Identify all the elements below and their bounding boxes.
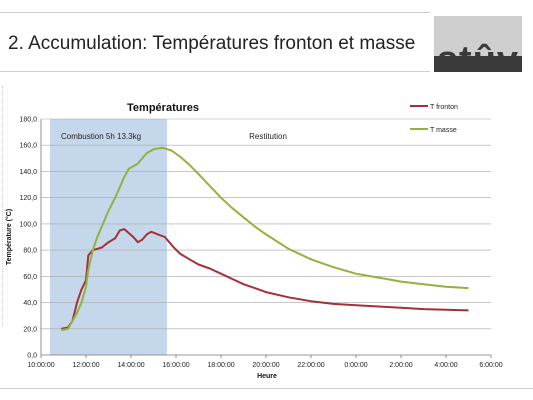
left-dotted-rule bbox=[2, 86, 3, 326]
y-tick-label: 180,0 bbox=[19, 117, 37, 124]
series-lines bbox=[61, 146, 469, 332]
series-line-t-masse bbox=[61, 146, 469, 332]
y-tick-labels: 0,0 20,0 40,0 60,0 80,0 100,0 120,0 140,0 160,0 1… bbox=[19, 117, 37, 360]
top-rule bbox=[0, 12, 430, 13]
slide-title: 2. Accumulation: Températures fronton et… bbox=[8, 33, 416, 54]
x-tick-label: 4:00:00 bbox=[434, 362, 457, 369]
y-tick-label: 60,0 bbox=[23, 274, 37, 281]
combustion-label: Combustion 5h 13.3kg bbox=[61, 132, 141, 141]
gridlines bbox=[41, 118, 491, 330]
x-tick-label: 22:00:00 bbox=[297, 362, 324, 369]
x-tick-label: 6:00:00 bbox=[479, 362, 502, 369]
y-axis-label: Température (°C) bbox=[5, 209, 13, 265]
x-tick-label: 12:00:00 bbox=[72, 362, 99, 369]
legend: T fronton T masse bbox=[410, 104, 458, 134]
restitution-label: Restitution bbox=[249, 132, 287, 141]
title-rule bbox=[0, 71, 430, 72]
y-tick-label: 40,0 bbox=[23, 300, 37, 307]
y-tick-label: 0,0 bbox=[27, 353, 37, 360]
combustion-region bbox=[50, 119, 167, 355]
y-tick-label: 140,0 bbox=[19, 169, 37, 176]
legend-label-fronton: T fronton bbox=[430, 104, 458, 111]
x-tick-label: 16:00:00 bbox=[162, 362, 189, 369]
x-tick-labels: 10:00:00 12:00:00 14:00:00 16:00:00 18:00:00… bbox=[27, 355, 503, 369]
stuv-logo: stûv bbox=[434, 16, 522, 72]
logo-mark-icon bbox=[434, 16, 522, 72]
y-tick-label: 160,0 bbox=[19, 143, 37, 150]
x-tick-label: 2:00:00 bbox=[389, 362, 412, 369]
x-tick-label: 18:00:00 bbox=[207, 362, 234, 369]
x-tick-label: 10:00:00 bbox=[27, 362, 54, 369]
y-tick-label: 20,0 bbox=[23, 326, 37, 333]
x-tick-label: 14:00:00 bbox=[117, 362, 144, 369]
y-tick-label: 100,0 bbox=[19, 221, 37, 228]
x-axis-label: Heure bbox=[257, 373, 277, 380]
bottom-rule bbox=[0, 388, 533, 389]
legend-label-masse: T masse bbox=[430, 127, 457, 134]
chart-title: Températures bbox=[127, 102, 199, 114]
logo-text: stûv bbox=[436, 39, 520, 72]
x-tick-label: 20:00:00 bbox=[252, 362, 279, 369]
y-tick-label: 120,0 bbox=[19, 195, 37, 202]
y-tick-label: 80,0 bbox=[23, 248, 37, 255]
x-tick-label: 0:00:00 bbox=[344, 362, 367, 369]
